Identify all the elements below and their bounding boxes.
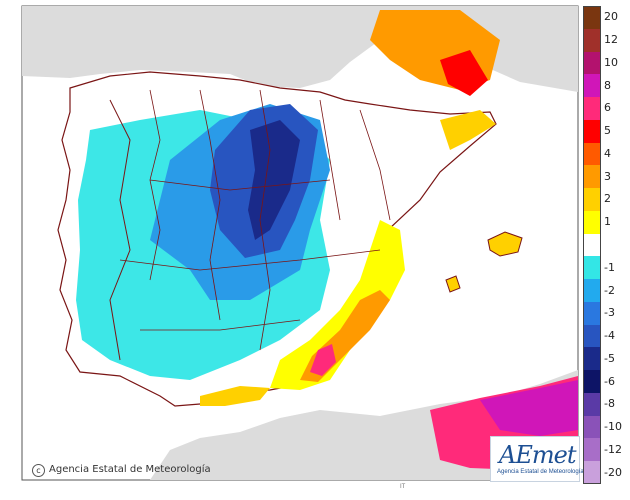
legend-label: 6 — [604, 101, 611, 115]
map-note: IT — [400, 484, 406, 490]
warm-anomaly-africa-core — [480, 380, 578, 436]
legend-swatch — [583, 415, 601, 439]
warm-anomaly-france-core — [440, 50, 488, 96]
legend-swatch — [583, 51, 601, 75]
legend-swatch — [583, 142, 601, 166]
legend-label: 10 — [604, 55, 618, 69]
legend-swatch — [583, 279, 601, 303]
legend-label: -20 — [604, 465, 622, 479]
cold-anomaly-max — [248, 120, 300, 240]
copyright-text: c Agencia Estatal de Meteorología — [32, 464, 211, 477]
legend-swatch — [583, 74, 601, 98]
legend-label: 3 — [604, 169, 611, 183]
legend-swatch — [583, 6, 601, 30]
aemet-logo-word: AEmet — [499, 441, 576, 469]
legend-label: -12 — [604, 442, 622, 456]
warm-anomaly-catalonia — [440, 110, 496, 150]
aemet-logo-subtitle: Agencia Estatal de Meteorología — [497, 469, 584, 475]
legend-label: -5 — [604, 351, 615, 365]
copyright-icon: c — [32, 464, 45, 477]
regional-borders — [119, 89, 391, 351]
legend-label: 20 — [604, 10, 618, 24]
legend-swatch — [583, 392, 601, 417]
portugal-border — [109, 99, 131, 361]
legend-label: 12 — [604, 33, 618, 47]
legend-label: 5 — [604, 124, 611, 138]
legend-swatch — [583, 256, 601, 280]
legend-swatch — [583, 97, 601, 121]
legend-swatch — [583, 28, 601, 52]
legend-label: -2 — [604, 283, 615, 297]
legend-label: -10 — [604, 420, 622, 434]
legend-label: -4 — [604, 329, 615, 343]
warm-anomaly-east-coast — [270, 220, 405, 390]
legend-swatch — [583, 165, 601, 189]
ibiza — [445, 275, 461, 293]
warm-anomaly-hotspot — [310, 344, 336, 376]
legend-label: 8 — [604, 78, 611, 92]
legend-label: 4 — [604, 146, 611, 160]
legend-swatch — [583, 324, 601, 348]
legend-label: -8 — [604, 397, 615, 411]
legend-swatch — [583, 301, 601, 326]
balearic-islands — [487, 231, 523, 257]
legend-label: -3 — [604, 306, 615, 320]
legend-label: 2 — [604, 192, 611, 206]
warm-anomaly-south — [200, 386, 270, 406]
legend-swatch — [583, 438, 601, 462]
legend-swatch — [583, 119, 601, 144]
legend-swatch — [583, 370, 601, 394]
legend-label: -1 — [604, 260, 615, 274]
legend-swatch — [583, 461, 601, 485]
legend-label: 1 — [604, 215, 611, 229]
legend-swatch — [583, 188, 601, 212]
legend-swatch — [583, 347, 601, 371]
legend-label: -6 — [604, 374, 615, 388]
legend-swatch — [583, 210, 601, 235]
legend-swatch — [583, 233, 601, 257]
color-legend: 20 12 10 8 6 5 4 3 2 1 -1 -2 -3 -4 -5 -6 -8 -10 -12 -20 — [583, 6, 627, 485]
aemet-logo: AEmet Agencia Estatal de Meteorología — [490, 436, 584, 482]
